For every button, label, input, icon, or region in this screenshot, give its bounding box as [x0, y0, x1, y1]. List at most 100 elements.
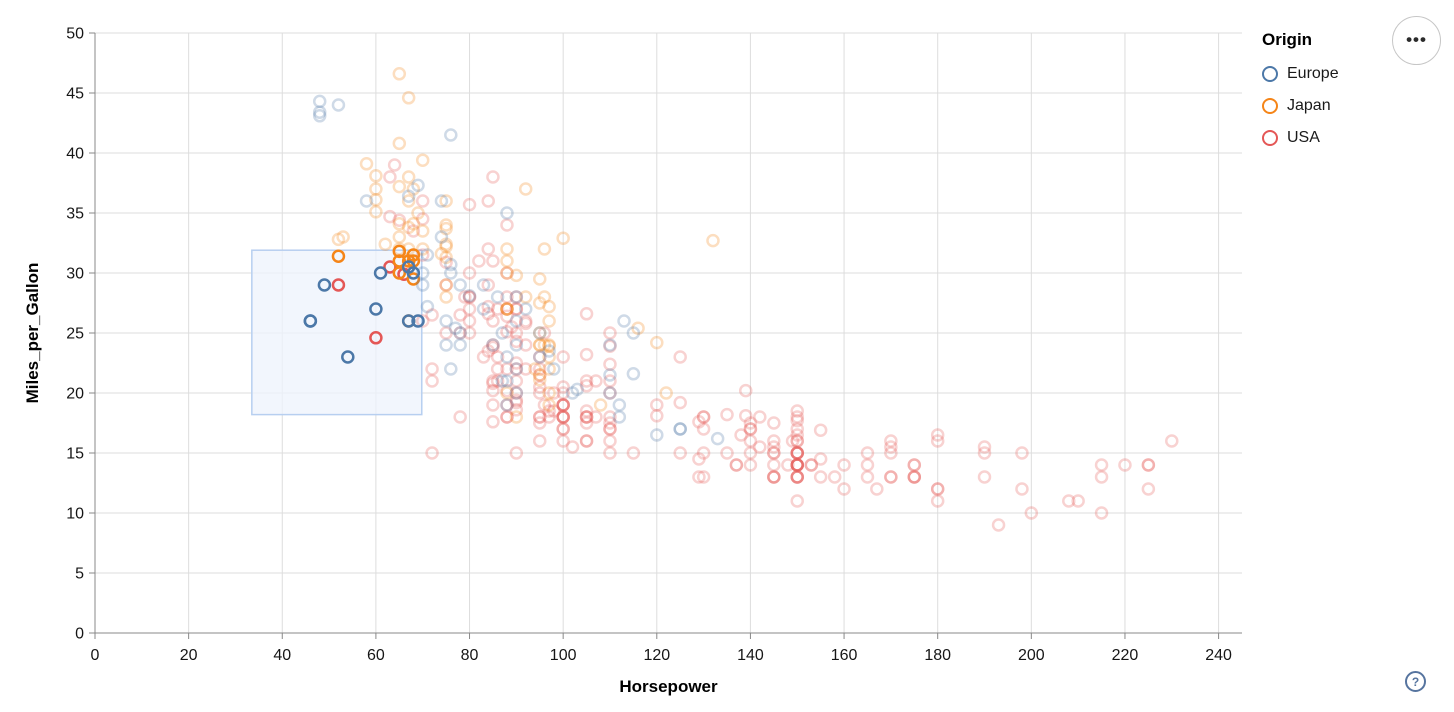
data-point[interactable] [500, 386, 514, 400]
data-point[interactable] [556, 410, 570, 424]
data-point[interactable] [458, 290, 472, 304]
data-point[interactable] [444, 128, 458, 142]
data-point[interactable] [500, 206, 514, 220]
data-point[interactable] [401, 91, 416, 105]
data-point[interactable] [509, 446, 524, 460]
data-point[interactable] [804, 458, 819, 472]
data-point[interactable] [401, 220, 416, 235]
data-point[interactable] [415, 153, 430, 167]
data-point[interactable] [453, 278, 467, 292]
data-point[interactable] [1094, 506, 1109, 520]
data-point[interactable] [453, 410, 467, 424]
data-point[interactable] [790, 413, 804, 428]
data-point[interactable] [734, 428, 748, 442]
data-point[interactable] [790, 458, 804, 472]
data-point[interactable] [743, 416, 758, 430]
data-point[interactable] [673, 422, 687, 436]
data-point[interactable] [439, 278, 453, 292]
data-point[interactable] [434, 247, 449, 261]
data-point[interactable] [743, 434, 758, 448]
data-point[interactable] [729, 458, 744, 472]
data-point[interactable] [406, 182, 421, 196]
data-point[interactable] [411, 206, 425, 220]
data-point[interactable] [509, 395, 524, 410]
data-point[interactable] [542, 398, 556, 412]
data-point[interactable] [420, 248, 435, 262]
data-point[interactable] [977, 440, 992, 454]
data-point[interactable] [790, 428, 804, 442]
data-point[interactable] [1141, 482, 1156, 496]
data-point[interactable] [603, 326, 617, 340]
data-point[interactable] [509, 314, 524, 328]
data-point[interactable] [392, 179, 407, 194]
data-point[interactable] [781, 458, 795, 472]
data-point[interactable] [767, 416, 781, 430]
data-point[interactable] [533, 272, 547, 286]
data-point[interactable] [481, 194, 496, 208]
data-point[interactable] [486, 340, 500, 355]
data-point[interactable] [472, 254, 486, 268]
data-point[interactable] [603, 446, 617, 460]
data-point[interactable] [509, 386, 524, 400]
data-point[interactable] [767, 446, 781, 460]
data-point[interactable] [542, 338, 556, 352]
data-point[interactable] [696, 422, 711, 436]
data-point[interactable] [804, 458, 819, 472]
data-point[interactable] [626, 446, 641, 460]
data-point[interactable] [556, 398, 570, 412]
data-point[interactable] [930, 482, 945, 496]
data-point[interactable] [453, 338, 467, 352]
data-point[interactable] [650, 409, 664, 423]
data-point[interactable] [495, 326, 510, 340]
data-point[interactable] [790, 404, 804, 418]
data-point[interactable] [509, 374, 524, 388]
data-point[interactable] [884, 440, 898, 454]
data-point[interactable] [500, 325, 514, 339]
data-point[interactable] [420, 299, 435, 314]
data-point[interactable] [341, 350, 355, 364]
data-point[interactable] [312, 105, 327, 119]
data-point[interactable] [696, 446, 711, 460]
data-point[interactable] [481, 242, 496, 256]
data-point[interactable] [556, 398, 570, 412]
data-point[interactable] [537, 290, 552, 304]
data-point[interactable] [415, 212, 430, 226]
data-point[interactable] [537, 242, 552, 256]
data-point[interactable] [528, 362, 542, 376]
data-point[interactable] [317, 278, 332, 292]
data-point[interactable] [1015, 482, 1029, 496]
data-point[interactable] [1024, 506, 1039, 520]
data-point[interactable] [439, 290, 453, 304]
data-point[interactable] [369, 193, 383, 207]
data-point[interactable] [1071, 494, 1085, 508]
data-point[interactable] [603, 386, 617, 400]
data-point[interactable] [767, 470, 781, 484]
data-point[interactable] [617, 314, 631, 328]
data-point[interactable] [336, 230, 350, 244]
data-point[interactable] [406, 266, 421, 280]
data-point[interactable] [603, 422, 617, 436]
data-point[interactable] [790, 446, 804, 460]
data-point[interactable] [476, 350, 491, 364]
data-point[interactable] [490, 302, 505, 316]
data-point[interactable] [547, 362, 561, 376]
data-point[interactable] [860, 446, 875, 460]
data-point[interactable] [518, 182, 533, 196]
data-point[interactable] [790, 458, 804, 472]
data-point[interactable] [462, 290, 477, 304]
data-point[interactable] [312, 109, 327, 123]
data-point[interactable] [533, 434, 547, 448]
data-point[interactable] [767, 458, 781, 472]
data-point[interactable] [570, 382, 584, 397]
data-point[interactable] [518, 316, 533, 331]
data-point[interactable] [500, 302, 514, 316]
data-point[interactable] [542, 314, 556, 328]
data-point[interactable] [930, 482, 945, 496]
data-point[interactable] [790, 470, 804, 484]
data-point[interactable] [444, 362, 458, 376]
data-point[interactable] [650, 398, 664, 412]
data-point[interactable] [907, 458, 922, 472]
data-point[interactable] [331, 98, 346, 112]
data-point[interactable] [743, 422, 758, 436]
data-point[interactable] [401, 170, 416, 184]
